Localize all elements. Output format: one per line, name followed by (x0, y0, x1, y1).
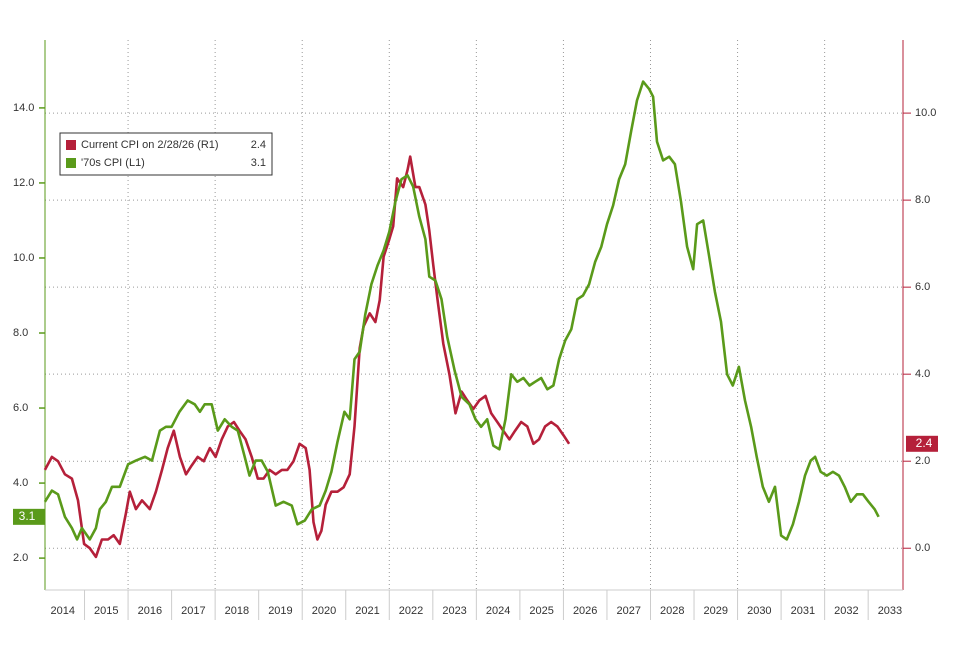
series-line (43, 80, 880, 541)
value-badge-label: 2.4 (916, 436, 933, 450)
y2-tick-label: 8.0 (915, 194, 930, 206)
x-tick-label: 2028 (660, 605, 684, 617)
x-tick-label: 2026 (573, 605, 597, 617)
y-tick-label: 4.0 (13, 477, 28, 489)
y2-tick-label: 6.0 (915, 281, 930, 293)
x-tick-label: 2030 (747, 605, 771, 617)
x-tick-label: 2032 (834, 605, 858, 617)
value-badge (13, 508, 45, 525)
y2-tick-label: 2.0 (915, 455, 930, 467)
series-line (43, 155, 571, 559)
legend-value: 3.1 (251, 157, 266, 169)
x-tick-label: 2014 (51, 605, 75, 617)
legend-label: Current CPI on 2/28/26 (R1) (81, 139, 219, 151)
x-tick-label: 2023 (442, 605, 466, 617)
legend-swatch (66, 158, 76, 168)
legend-swatch (66, 140, 76, 150)
y-tick-label: 12.0 (13, 177, 34, 189)
x-tick-label: 2025 (529, 605, 553, 617)
y2-tick-label: 10.0 (915, 107, 936, 119)
x-tick-label: 2027 (616, 605, 640, 617)
x-tick-label: 2033 (878, 605, 902, 617)
legend-box (59, 132, 273, 176)
x-tick-label: 2015 (94, 605, 118, 617)
y-tick-label: 6.0 (13, 402, 28, 414)
y-tick-label: 10.0 (13, 252, 34, 264)
y-tick-label: 2.0 (13, 552, 28, 564)
x-tick-label: 2020 (312, 605, 336, 617)
x-tick-label: 2019 (268, 605, 292, 617)
x-tick-label: 2021 (355, 605, 379, 617)
y2-tick-label: 4.0 (915, 368, 930, 380)
y-tick-label: 14.0 (13, 102, 34, 114)
x-tick-label: 2018 (225, 605, 249, 617)
y2-tick-label: 0.0 (915, 542, 930, 554)
legend-label: '70s CPI (L1) (81, 157, 145, 169)
x-tick-label: 2029 (704, 605, 728, 617)
x-tick-label: 2017 (181, 605, 205, 617)
x-tick-label: 2024 (486, 605, 510, 617)
value-badge (906, 435, 938, 452)
legend-value: 2.4 (251, 139, 266, 151)
x-tick-label: 2022 (399, 605, 423, 617)
y-tick-label: 8.0 (13, 327, 28, 339)
x-tick-label: 2016 (138, 605, 162, 617)
x-tick-label: 2031 (791, 605, 815, 617)
value-badge-label: 3.1 (19, 509, 36, 523)
